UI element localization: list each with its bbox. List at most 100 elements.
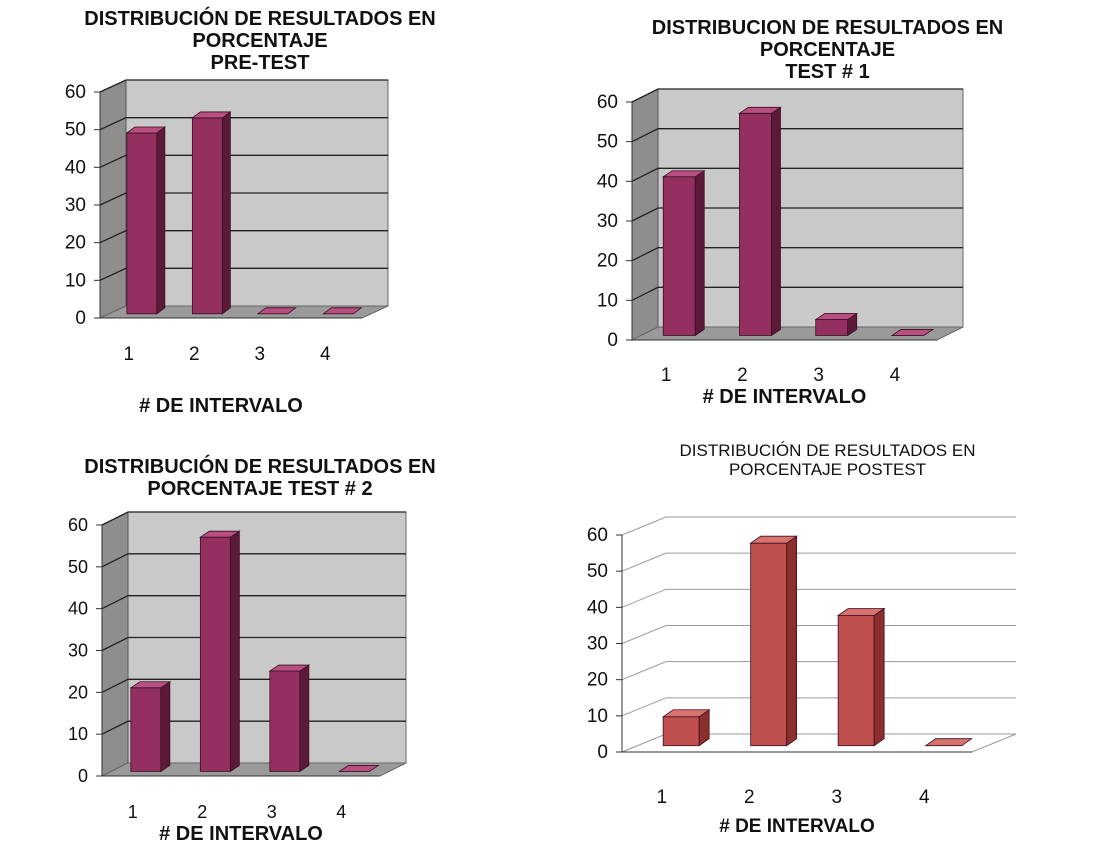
gridline	[621, 661, 1016, 681]
gridline	[101, 678, 406, 693]
x-axis-title: # DE INTERVALO	[139, 395, 303, 417]
y-tick-label: 0	[78, 766, 88, 786]
gridline	[631, 167, 963, 182]
bar-front	[130, 687, 162, 772]
bar	[322, 307, 363, 315]
x-tick-label: 3	[831, 787, 842, 808]
bar-front	[750, 542, 788, 747]
x-axis-title: # DE INTERVALO	[719, 816, 875, 837]
bar	[661, 708, 711, 747]
gridline	[621, 697, 1016, 717]
bar-front	[662, 176, 696, 336]
bar-side	[786, 535, 798, 747]
bar	[125, 126, 167, 315]
bar-side	[156, 126, 166, 315]
bar-side	[873, 607, 885, 747]
bar	[129, 681, 172, 773]
x-tick-label: 2	[744, 787, 755, 808]
bar-top	[924, 738, 973, 747]
y-tick-label: 50	[587, 561, 608, 582]
x-tick-label: 1	[123, 344, 134, 365]
gridline	[631, 128, 963, 143]
bar-side	[771, 106, 781, 337]
x-tick-label: 1	[656, 787, 667, 808]
x-axis-title: # DE INTERVALO	[159, 823, 323, 844]
bar-top	[661, 709, 711, 718]
bar	[199, 530, 241, 773]
bar-side	[694, 170, 705, 337]
y-tick-label: 20	[597, 251, 618, 272]
bar-front	[199, 536, 231, 772]
bar	[836, 607, 886, 747]
y-tick-label: 60	[587, 525, 608, 546]
chart-plot: 0 10 20 30 40 50 60 1 2 3 4 # DE INTERVALO	[65, 79, 389, 417]
y-tick-label: 20	[68, 682, 88, 702]
bar	[890, 329, 935, 336]
y-tick-label: 10	[65, 270, 86, 291]
gridline	[631, 207, 963, 222]
y-tick-label: 60	[65, 82, 86, 103]
chart-title: DISTRIBUCIÓN DE RESULTADOS EN PORCENTAJE…	[0, 456, 520, 500]
gridline	[101, 720, 406, 735]
bar-top	[129, 681, 172, 689]
bar-front	[837, 615, 875, 747]
chart-title: DISTRIBUCION DE RESULTADOS EN PORCENTAJE…	[560, 17, 1095, 83]
bar-front	[269, 670, 301, 772]
bar-top	[836, 608, 886, 616]
bar-top	[890, 329, 935, 336]
bar	[191, 111, 232, 315]
x-tick-label: 3	[254, 344, 265, 365]
y-tick-label: 60	[597, 92, 618, 113]
bar-top	[191, 111, 232, 119]
bar	[738, 106, 782, 337]
bar-top	[256, 307, 298, 315]
gridline	[101, 595, 406, 610]
y-tick-label: 50	[65, 120, 86, 141]
chart-plot: 0 10 20 30 40 50 60 1 2 3 4 # DE INTERVALO	[597, 88, 964, 408]
y-tick-label: 0	[75, 308, 86, 329]
gridline	[101, 553, 406, 568]
bar	[268, 664, 311, 773]
bar-top	[322, 307, 363, 315]
gridline	[99, 230, 388, 244]
bar-top	[199, 530, 241, 538]
chart-title-line: PORCENTAJE TEST # 2	[147, 478, 373, 500]
bar-front	[815, 319, 849, 336]
gridline	[621, 516, 1016, 536]
chart-title-line: DISTRIBUCIÓN DE RESULTADOS EN	[84, 8, 436, 30]
bar-front	[739, 112, 772, 336]
chart-title: DISTRIBUCIÓN DE RESULTADOS EN PORCENTAJE…	[0, 8, 520, 74]
bar-top	[268, 664, 311, 672]
y-tick-label: 0	[597, 742, 608, 763]
y-tick-label: 40	[587, 597, 608, 618]
chart-title-line: TEST # 1	[785, 61, 870, 83]
bar-top	[749, 535, 798, 544]
y-tick-label: 10	[587, 706, 608, 727]
y-tick-label: 10	[68, 724, 88, 744]
chart-panel-pretest: DISTRIBUCIÓN DE RESULTADOS EN PORCENTAJE…	[0, 0, 520, 420]
x-tick-label: 4	[890, 365, 901, 386]
bar	[924, 738, 973, 747]
bar	[256, 307, 298, 315]
x-tick-label: 2	[189, 344, 200, 365]
gridline	[99, 267, 388, 281]
chart-title-line: PRE-TEST	[210, 52, 310, 74]
chart-title-line: PORCENTAJE	[759, 39, 896, 61]
gridline	[621, 625, 1016, 644]
chart-panel-postest: DISTRIBUCIÓN DE RESULTADOS EN PORCENTAJE…	[560, 420, 1095, 844]
y-tick-label: 50	[597, 132, 618, 153]
x-tick-label: 4	[320, 344, 331, 365]
x-tick-label: 1	[661, 365, 672, 386]
bar-side	[160, 681, 171, 773]
y-tick-label: 40	[68, 599, 88, 619]
y-tick-label: 30	[68, 641, 88, 661]
gridline	[99, 192, 388, 206]
bar-top	[814, 313, 859, 320]
bar-front	[126, 132, 158, 315]
chart-title-line: PORCENTAJE POSTEST	[728, 459, 927, 479]
bar	[661, 170, 706, 337]
x-tick-label: 3	[813, 365, 824, 386]
gridline	[99, 79, 388, 93]
chart-title-line: DISTRIBUCIÓN DE RESULTADOS EN	[84, 456, 436, 478]
y-tick-label: 30	[587, 634, 608, 655]
